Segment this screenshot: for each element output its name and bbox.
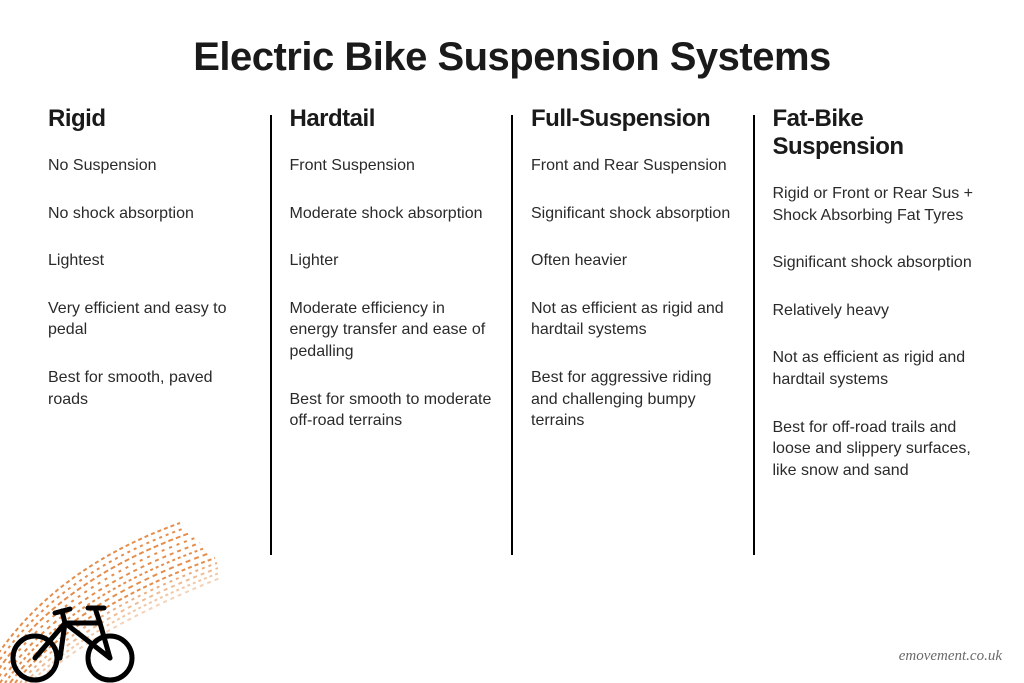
column-item: Significant shock absorption [773,252,977,274]
column-item: Best for smooth, paved roads [48,367,252,410]
column-item: Front Suspension [290,155,494,177]
column-heading: Hardtail [290,105,494,133]
column-item: Lightest [48,250,252,272]
column-item: No shock absorption [48,203,252,225]
column-item: Best for aggressive riding and challengi… [531,367,735,432]
column-item: Significant shock absorption [531,203,735,225]
column-heading: Fat-Bike Suspension [773,105,977,161]
column-hardtail: Hardtail Front Suspension Moderate shock… [272,105,512,585]
column-item: Not as efficient as rigid and hardtail s… [531,298,735,341]
column-item: Best for smooth to moderate off-road ter… [290,389,494,432]
column-full-suspension: Full-Suspension Front and Rear Suspensio… [513,105,753,585]
column-heading: Full-Suspension [531,105,735,133]
column-item: Lighter [290,250,494,272]
column-item: Moderate shock absorption [290,203,494,225]
column-rigid: Rigid No Suspension No shock absorption … [30,105,270,585]
columns-container: Rigid No Suspension No shock absorption … [0,105,1024,585]
column-item: Moderate efficiency in energy transfer a… [290,298,494,363]
column-item: Not as efficient as rigid and hardtail s… [773,347,977,390]
column-heading: Rigid [48,105,252,133]
column-item: Very efficient and easy to pedal [48,298,252,341]
column-item: Rigid or Front or Rear Sus + Shock Absor… [773,183,977,226]
column-fat-bike: Fat-Bike Suspension Rigid or Front or Re… [755,105,995,585]
column-item: No Suspension [48,155,252,177]
footer-credit: emovement.co.uk [899,648,1002,665]
column-item: Best for off-road trails and loose and s… [773,417,977,482]
column-item: Relatively heavy [773,300,977,322]
column-item: Front and Rear Suspension [531,155,735,177]
page-title: Electric Bike Suspension Systems [0,0,1024,105]
column-item: Often heavier [531,250,735,272]
